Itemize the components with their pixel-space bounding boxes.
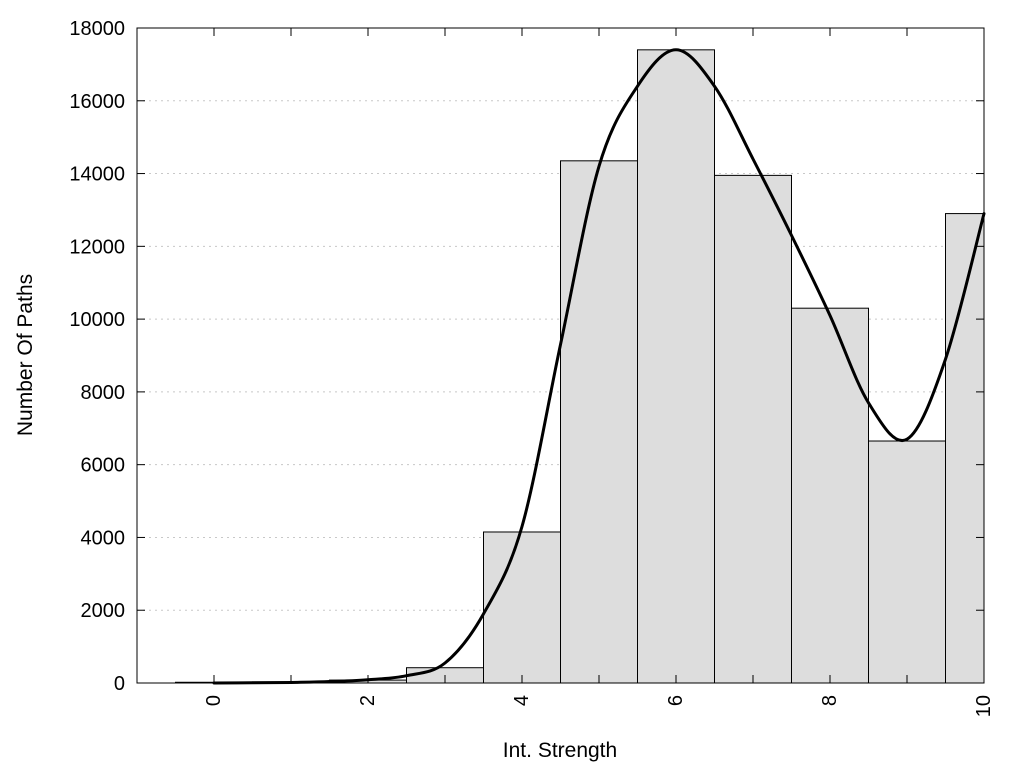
bar <box>560 160 638 684</box>
bar <box>637 49 715 684</box>
bar <box>945 213 985 684</box>
x-tick-label: 2 <box>357 695 379 706</box>
bar <box>483 531 561 684</box>
plot-frame <box>136 27 985 684</box>
x-tick-label: 4 <box>511 695 533 706</box>
y-tick-label: 12000 <box>69 236 125 258</box>
bar <box>868 440 946 684</box>
x-tick-label: 6 <box>665 695 687 706</box>
y-tick-labels: 0 2000 4000 6000 8000 10000 12000 14000 16000 180… <box>69 18 125 695</box>
y-tick-label: 16000 <box>69 91 125 113</box>
y-tick-label: 10000 <box>69 309 125 331</box>
x-tick-label: 0 <box>203 695 225 706</box>
y-tick-label: 2000 <box>81 600 126 622</box>
y-tick-label: 18000 <box>69 18 125 40</box>
y-tick-label: 14000 <box>69 164 125 186</box>
x-axis-label: Int. Strength <box>503 739 617 762</box>
axis-ticks <box>137 27 985 684</box>
y-tick-label: 6000 <box>81 455 126 477</box>
bar-series <box>175 49 985 684</box>
y-tick-label: 0 <box>114 673 125 695</box>
x-tick-labels: 0 2 4 6 8 10 <box>203 695 995 717</box>
fit-curve-line <box>212 48 986 685</box>
x-tick-label: 8 <box>819 695 841 706</box>
x-tick-label: 10 <box>973 695 995 717</box>
y-axis-label: Number Of Paths <box>14 274 37 436</box>
y-tick-label: 4000 <box>81 527 126 549</box>
bar <box>791 307 869 684</box>
y-tick-label: 8000 <box>81 382 126 404</box>
bar <box>714 174 792 684</box>
